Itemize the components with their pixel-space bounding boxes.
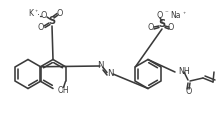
Text: S: S <box>48 16 56 26</box>
Text: O: O <box>41 11 47 21</box>
Text: O: O <box>168 23 174 32</box>
Text: ⁺: ⁺ <box>182 11 186 17</box>
Text: ⁻: ⁻ <box>164 10 168 16</box>
Text: N: N <box>97 61 103 70</box>
Text: ·: · <box>36 10 40 20</box>
Text: Na: Na <box>170 11 180 21</box>
Text: O: O <box>57 10 63 19</box>
Text: OH: OH <box>58 86 69 95</box>
Text: ⁺: ⁺ <box>34 10 38 15</box>
Text: O: O <box>148 23 154 32</box>
Text: NH: NH <box>178 67 190 76</box>
Text: O: O <box>38 23 44 32</box>
Text: O: O <box>186 88 192 97</box>
Text: N: N <box>107 69 113 78</box>
Text: O: O <box>157 11 163 19</box>
Text: K: K <box>28 10 34 19</box>
Text: S: S <box>159 19 166 29</box>
